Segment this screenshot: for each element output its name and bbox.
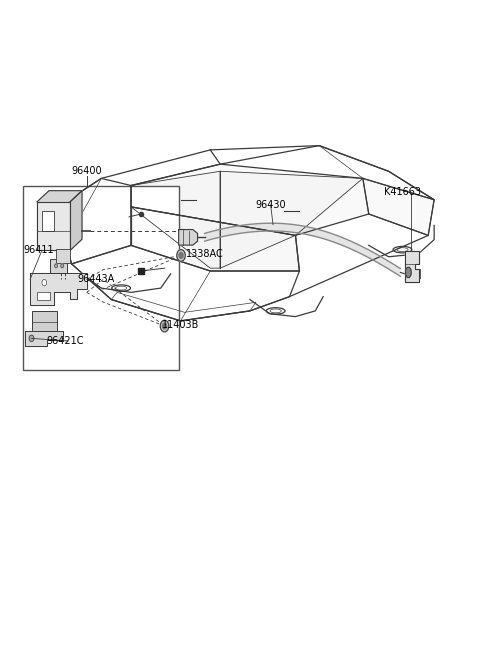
Text: 96400: 96400: [72, 166, 102, 176]
Ellipse shape: [55, 264, 58, 268]
Ellipse shape: [162, 323, 167, 329]
Ellipse shape: [42, 279, 47, 286]
Polygon shape: [37, 191, 82, 201]
Text: 96411: 96411: [23, 245, 54, 255]
Bar: [32, 310, 58, 331]
Polygon shape: [179, 230, 198, 245]
Ellipse shape: [179, 253, 183, 258]
Text: K41663: K41663: [384, 187, 421, 197]
Polygon shape: [25, 331, 63, 346]
Text: 11403B: 11403B: [162, 319, 200, 330]
Bar: [56, 249, 70, 263]
Bar: [50, 258, 67, 273]
Ellipse shape: [177, 250, 185, 261]
Ellipse shape: [406, 267, 411, 277]
Text: 96430: 96430: [255, 200, 286, 210]
Bar: [37, 293, 50, 300]
Ellipse shape: [61, 264, 63, 268]
Polygon shape: [131, 207, 300, 271]
Bar: [23, 186, 179, 370]
Polygon shape: [131, 164, 369, 236]
Polygon shape: [405, 251, 419, 282]
Polygon shape: [131, 171, 220, 268]
Polygon shape: [37, 201, 70, 251]
Polygon shape: [204, 223, 400, 276]
Bar: [42, 211, 54, 231]
Text: 96443A: 96443A: [77, 274, 115, 285]
Text: 1338AC: 1338AC: [186, 249, 224, 258]
Ellipse shape: [29, 335, 34, 342]
Ellipse shape: [160, 320, 169, 332]
Polygon shape: [220, 171, 363, 268]
Text: 96421C: 96421C: [47, 336, 84, 346]
Polygon shape: [30, 273, 87, 305]
Polygon shape: [363, 178, 434, 236]
Polygon shape: [70, 191, 82, 251]
